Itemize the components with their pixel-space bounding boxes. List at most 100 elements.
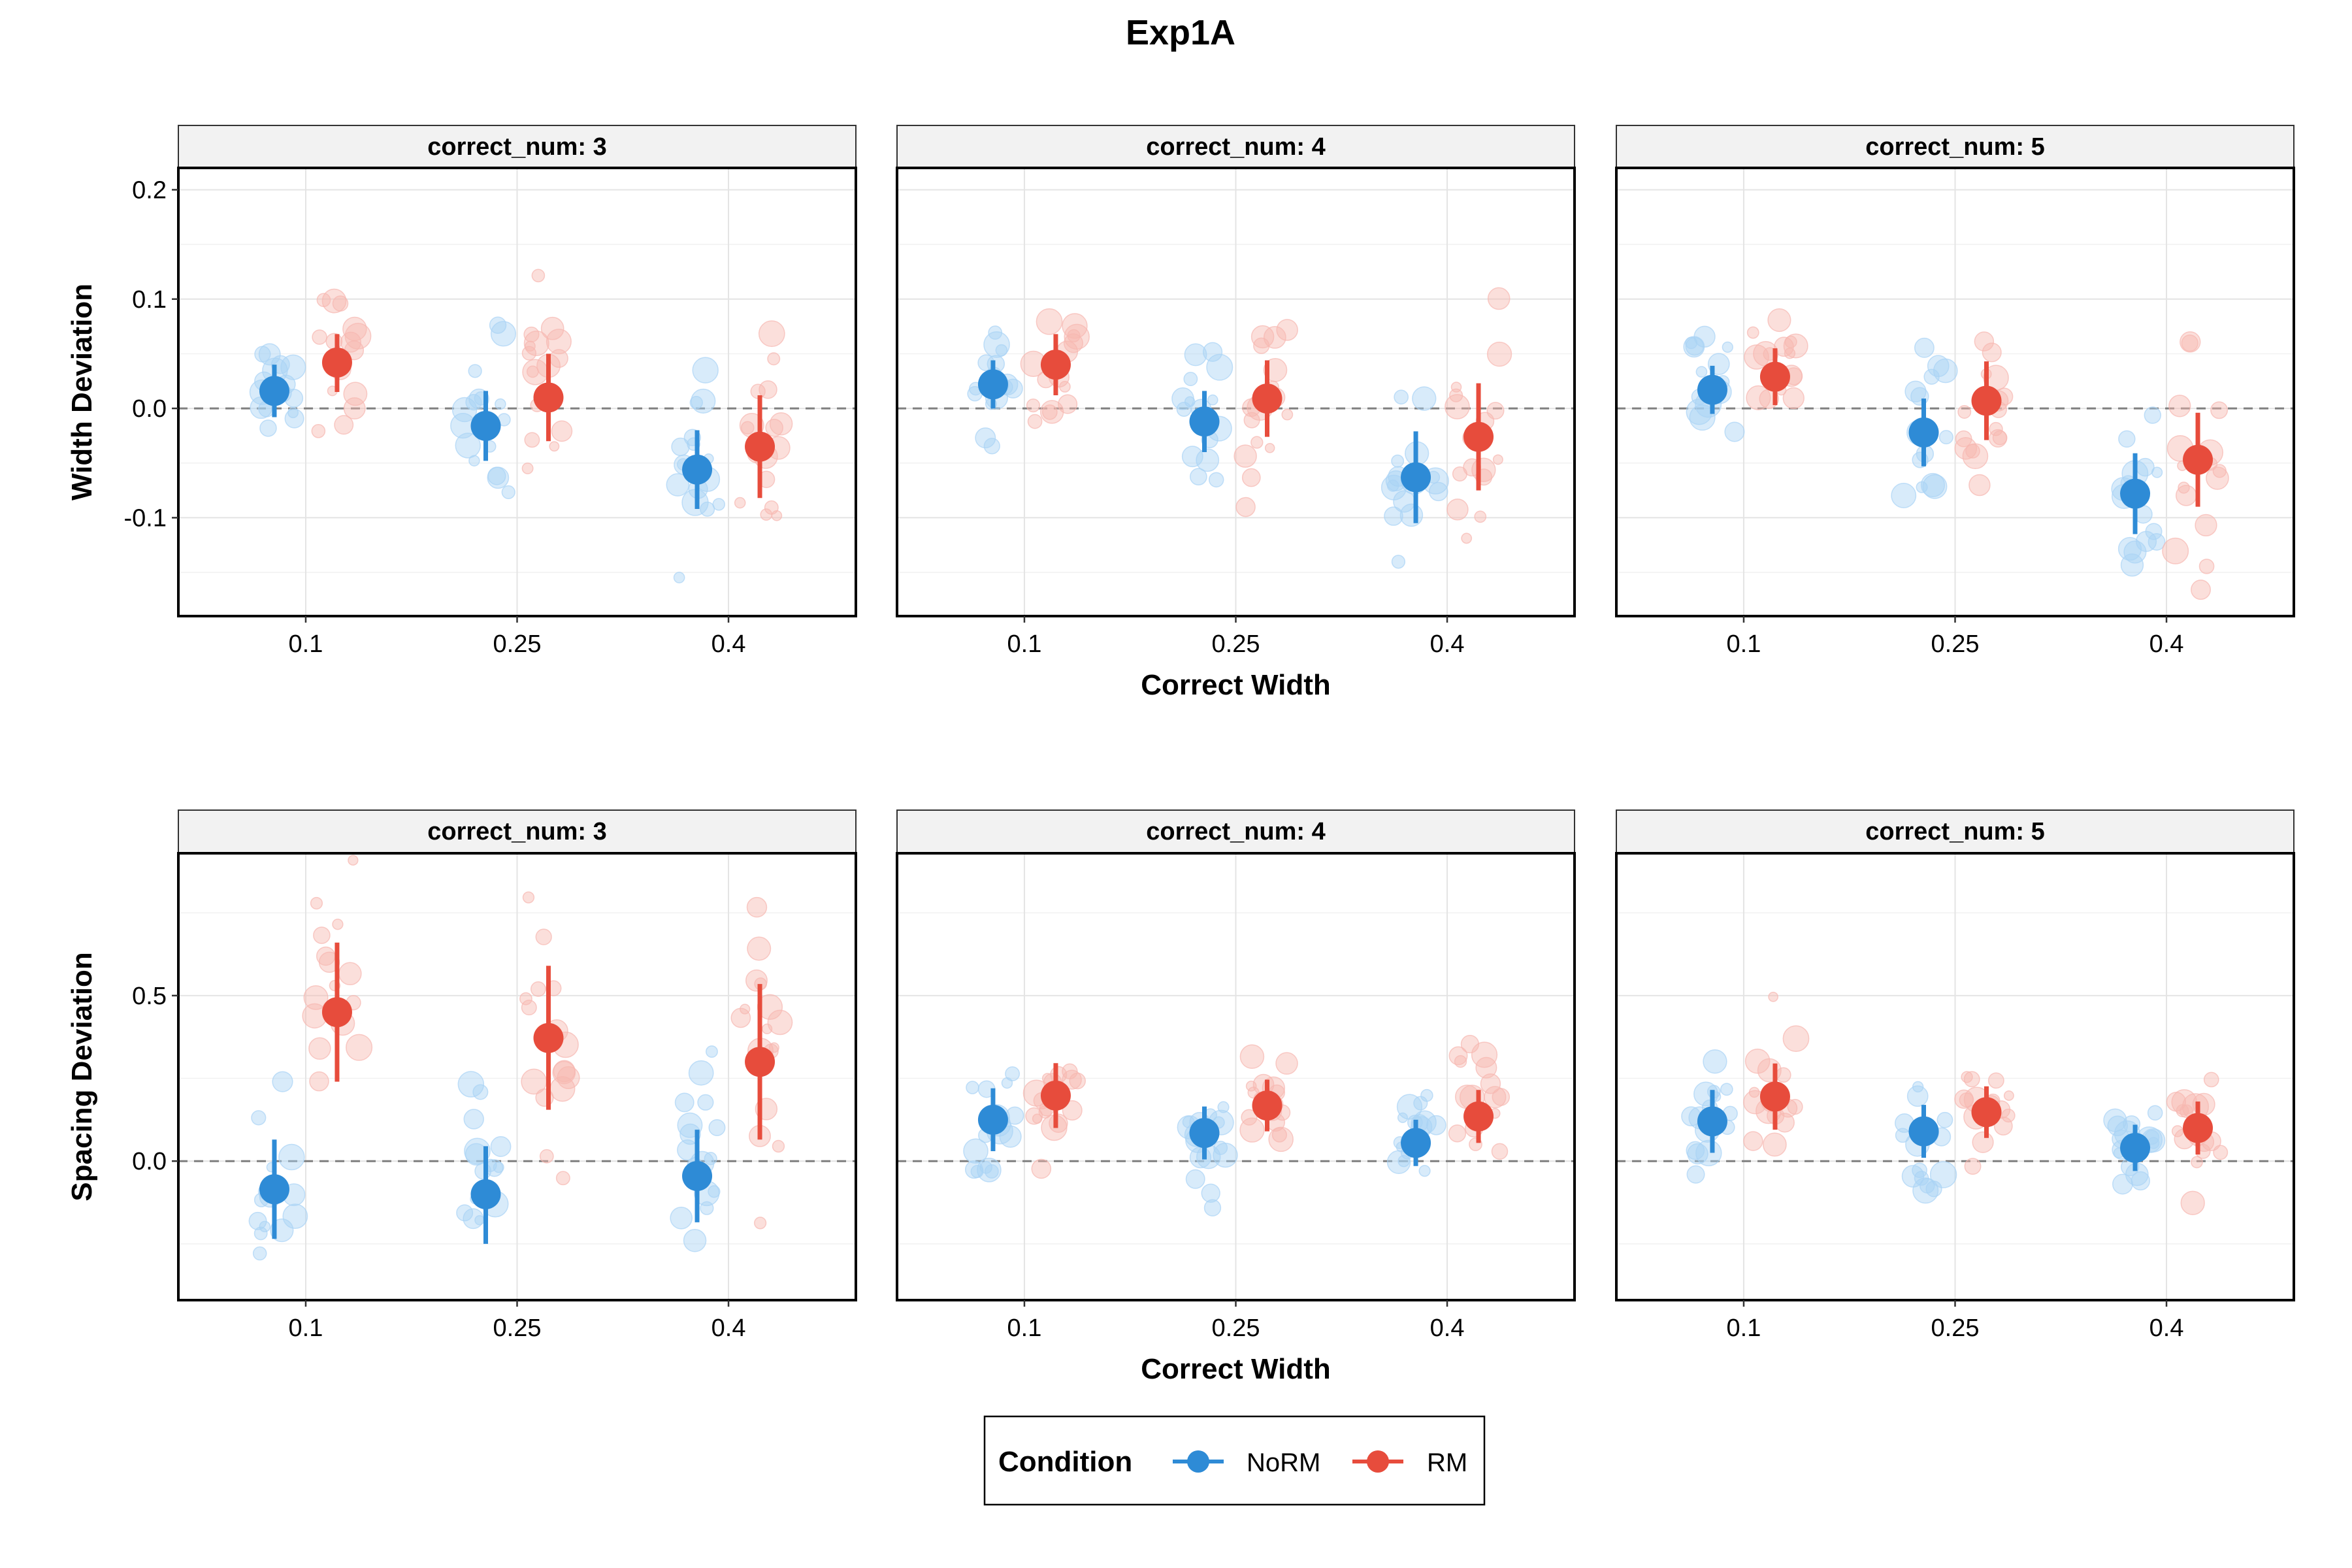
- individual-point: [1920, 472, 1946, 498]
- individual-point: [457, 1071, 485, 1098]
- x-axis-label-top: Correct Width: [1141, 669, 1331, 701]
- individual-point: [526, 365, 539, 378]
- y-axis-label-bottom: Spacing Deviation: [66, 952, 98, 1201]
- individual-point: [1275, 1052, 1298, 1075]
- individual-point: [1454, 1054, 1467, 1068]
- individual-point: [1196, 448, 1220, 472]
- individual-point: [1241, 1109, 1258, 1126]
- mean-point-rm: [533, 382, 564, 413]
- individual-point: [474, 1162, 492, 1180]
- individual-point: [1202, 342, 1223, 362]
- individual-point: [455, 433, 481, 459]
- individual-point: [2168, 395, 2191, 417]
- individual-point: [1213, 1141, 1228, 1155]
- individual-point: [689, 395, 703, 410]
- mean-point-norm: [470, 1179, 501, 1209]
- individual-point: [1919, 1178, 1935, 1194]
- individual-point: [1239, 1044, 1265, 1070]
- mean-point-rm: [1463, 1101, 1494, 1132]
- individual-point: [1486, 402, 1505, 420]
- individual-point: [1420, 1088, 1433, 1102]
- mean-point-norm: [259, 376, 289, 406]
- individual-point: [1927, 355, 1950, 378]
- individual-point: [325, 333, 343, 350]
- individual-point: [552, 1060, 576, 1085]
- panel-top-3: correct_num: 5 0.1 0.25 0.4: [1615, 125, 2295, 658]
- individual-point: [767, 352, 781, 366]
- individual-point: [248, 1211, 267, 1230]
- individual-point: [670, 1206, 693, 1230]
- individual-point: [746, 896, 768, 918]
- mean-point-norm: [259, 1174, 289, 1205]
- individual-point: [1189, 1146, 1212, 1169]
- mean-point-norm: [1189, 1118, 1220, 1149]
- individual-point: [1936, 1111, 1953, 1128]
- individual-point: [1448, 1124, 1467, 1143]
- mean-point-norm: [1697, 1106, 1727, 1137]
- individual-point: [1041, 404, 1058, 420]
- individual-point: [258, 343, 281, 366]
- individual-point: [984, 1164, 999, 1179]
- individual-point: [740, 421, 755, 435]
- individual-point: [761, 1023, 773, 1034]
- x-tick-label: 0.1: [1727, 1315, 1761, 1342]
- individual-point: [2147, 1105, 2163, 1121]
- individual-point: [1683, 336, 1705, 358]
- individual-point: [700, 1201, 714, 1215]
- individual-point: [2112, 1173, 2133, 1195]
- panel-strip-label: correct_num: 4: [1146, 818, 1326, 845]
- individual-point: [1968, 474, 1991, 497]
- individual-point: [343, 382, 368, 406]
- individual-point: [1005, 1106, 1024, 1125]
- individual-point: [2178, 482, 2190, 494]
- panel-top-2: correct_num: 4 0.1 0.25 0.4: [896, 125, 1576, 658]
- individual-point: [1235, 497, 1256, 517]
- individual-point: [1394, 389, 1409, 405]
- panel-strip: [896, 809, 1575, 854]
- mean-point-rm: [745, 431, 776, 462]
- individual-point: [332, 919, 344, 930]
- individual-point: [2210, 401, 2229, 419]
- individual-point: [1208, 472, 1224, 488]
- mean-point-norm: [1401, 1128, 1431, 1158]
- legend-item-rm: RM: [1352, 1448, 1467, 1477]
- mean-point-rm: [1463, 421, 1494, 452]
- individual-point: [1746, 385, 1771, 410]
- individual-point: [1744, 344, 1769, 370]
- individual-point: [730, 1007, 751, 1028]
- individual-point: [1491, 1143, 1509, 1160]
- mean-point-rm: [533, 1022, 564, 1053]
- individual-point: [549, 1076, 576, 1102]
- individual-point: [521, 1000, 537, 1016]
- individual-point: [1207, 394, 1218, 406]
- individual-point: [1492, 454, 1503, 465]
- individual-point: [758, 320, 785, 348]
- y-tick-label: -0.1: [124, 504, 167, 532]
- x-tick-label: 0.25: [1931, 630, 1980, 658]
- x-tick-label: 0.1: [1727, 630, 1761, 658]
- individual-point: [523, 331, 549, 357]
- x-tick-label: 0.4: [1430, 630, 1465, 658]
- individual-point: [1965, 444, 1980, 459]
- individual-point: [769, 412, 793, 436]
- individual-point: [539, 1149, 554, 1164]
- individual-point: [1181, 446, 1203, 468]
- y-tick-label: 0.1: [132, 286, 167, 314]
- individual-point: [963, 1138, 988, 1164]
- individual-point: [666, 473, 690, 497]
- panel-strip-label: correct_num: 5: [1865, 133, 2045, 161]
- mean-point-norm: [1401, 462, 1431, 493]
- mean-point-norm: [682, 1161, 713, 1191]
- mean-point-norm: [2120, 1132, 2151, 1163]
- individual-point: [310, 896, 323, 910]
- individual-point: [348, 855, 359, 866]
- individual-point: [2195, 514, 2217, 536]
- individual-point: [1895, 1128, 1910, 1143]
- x-tick-label: 0.25: [493, 1315, 542, 1342]
- individual-point: [754, 1217, 767, 1230]
- individual-point: [343, 397, 366, 420]
- individual-point: [1391, 555, 1406, 569]
- individual-point: [1912, 1081, 1924, 1093]
- individual-point: [1938, 430, 1953, 445]
- individual-point: [1276, 319, 1298, 341]
